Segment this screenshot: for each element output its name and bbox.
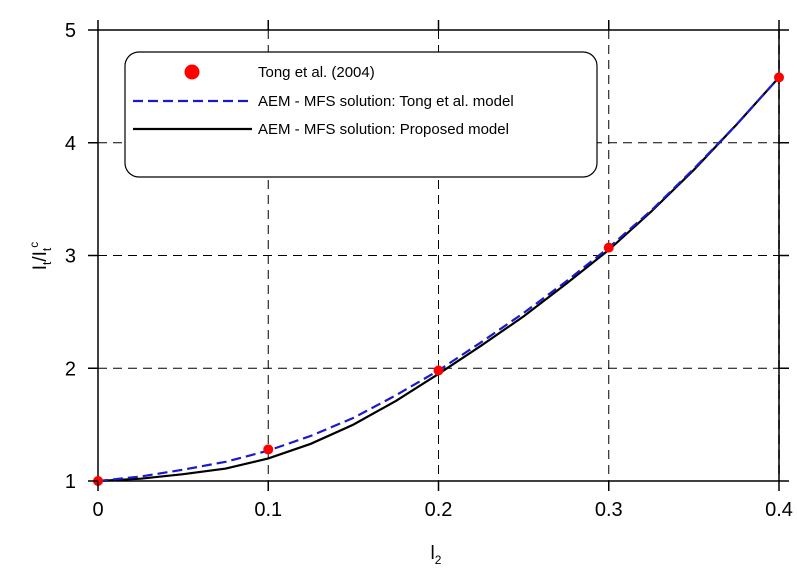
legend: Tong et al. (2004) AEM - MFS solution: To… — [124, 51, 598, 178]
data-point-tong-2004 — [603, 242, 614, 253]
legend-label: Tong et al. (2004) — [258, 64, 375, 81]
y-tick-label: 1 — [65, 471, 76, 493]
y-tick-label: 5 — [65, 20, 76, 42]
data-point-tong-2004 — [263, 444, 274, 455]
x-tick-label: 0.3 — [595, 499, 623, 521]
data-point-tong-2004 — [774, 72, 784, 83]
y-tick-label: 3 — [65, 246, 76, 268]
legend-label: AEM - MFS solution: Proposed model — [258, 121, 509, 138]
x-tick-label: 0.4 — [765, 499, 793, 521]
y-axis-label: It/Itc — [27, 242, 54, 271]
legend-marker-tong-2004 — [184, 64, 200, 80]
y-tick-label: 2 — [65, 358, 76, 380]
tick-layer: 0 0.1 0.2 0.3 0.4 1 2 3 4 5 — [65, 20, 793, 521]
data-point-tong-2004 — [433, 365, 444, 376]
legend-box — [124, 51, 598, 178]
x-tick-label: 0.1 — [254, 499, 282, 521]
x-axis-label: l2 — [431, 543, 442, 567]
series-layer — [93, 72, 784, 486]
y-tick-label: 4 — [65, 133, 76, 155]
legend-label: AEM - MFS solution: Tong et al. model — [258, 93, 514, 110]
x-tick-label: 0 — [92, 499, 103, 521]
x-tick-label: 0.2 — [425, 499, 453, 521]
